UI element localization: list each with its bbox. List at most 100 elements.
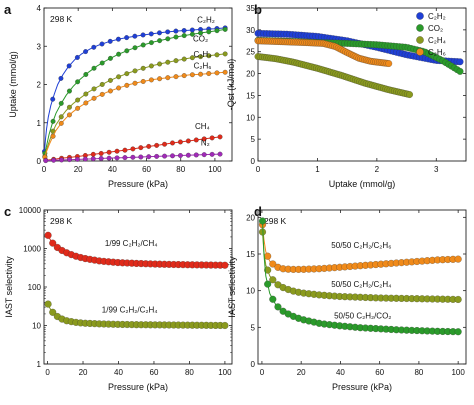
series: 1/99 C₂H₂/CH₄ <box>44 231 229 269</box>
y-tick-label: 2 <box>37 81 42 90</box>
data-point <box>75 79 81 85</box>
data-point <box>99 60 105 66</box>
legend-marker <box>416 24 424 32</box>
data-point <box>385 60 393 67</box>
data-point <box>99 81 105 87</box>
data-point <box>274 303 282 311</box>
data-point <box>165 59 171 65</box>
data-point <box>49 239 57 247</box>
data-point <box>189 31 195 37</box>
temperature-annotation: 298 K <box>264 216 287 226</box>
data-point <box>206 29 212 35</box>
data-point <box>269 260 277 268</box>
data-point <box>50 133 56 139</box>
data-point <box>157 76 163 82</box>
data-point <box>114 155 120 161</box>
data-point <box>116 85 122 91</box>
legend-marker <box>416 48 424 56</box>
y-tick-label: 10 <box>246 113 255 122</box>
panel-a: a 0 20 40 60 80 100 0 1 2 3 4 Pressure (kPa) Uptake (… <box>4 2 233 189</box>
data-point <box>154 142 160 148</box>
series: 50/50 C₂H₂/C₂H₄ <box>258 228 462 303</box>
data-point <box>91 86 97 92</box>
data-point <box>165 36 171 42</box>
x-tick-label: 60 <box>142 165 151 174</box>
data-point <box>49 308 57 316</box>
data-point <box>107 77 113 83</box>
data-point <box>181 56 187 62</box>
x-tick-label: 80 <box>176 165 185 174</box>
data-point <box>59 157 65 163</box>
data-point <box>138 145 144 151</box>
data-point <box>148 63 154 69</box>
data-point <box>173 58 179 64</box>
x-tick-label: 60 <box>375 368 384 377</box>
x-tick-label: 0 <box>260 368 265 377</box>
data-point <box>454 255 462 263</box>
y-tick-label: 0 <box>37 157 42 166</box>
data-point <box>157 30 162 36</box>
data-point <box>98 151 104 156</box>
data-point <box>132 33 138 39</box>
series: N₂ <box>43 139 223 164</box>
data-point <box>148 31 154 37</box>
data-point <box>124 82 130 88</box>
data-point <box>83 100 89 106</box>
panel-letter: a <box>4 2 12 17</box>
data-point <box>173 28 179 34</box>
data-point <box>148 40 154 46</box>
legend-label: C₂H₂ <box>428 12 446 21</box>
data-point <box>181 28 187 33</box>
data-point <box>132 45 138 51</box>
data-point <box>198 30 204 36</box>
data-point <box>124 48 130 54</box>
data-point <box>181 33 187 39</box>
y-tick-label: 25 <box>246 48 255 57</box>
legend-label: C₂H₆ <box>428 48 446 57</box>
data-point <box>170 140 175 146</box>
data-point <box>181 73 187 79</box>
x-axis-label: Pressure (kPa) <box>108 179 168 189</box>
x-tick-label: 80 <box>185 368 194 377</box>
y-tick-label: 0 <box>251 360 256 369</box>
series: 50/50 C₂H₂/CO₂ <box>258 217 462 336</box>
y-tick-label: 20 <box>246 213 255 222</box>
y-tick-label: 20 <box>246 70 255 79</box>
data-point <box>140 65 146 71</box>
panel-c: c 0 20 40 60 80 100 1 10 100 1000 10000 Pressure (kP… <box>4 204 233 392</box>
data-point <box>67 157 72 163</box>
data-point <box>130 146 136 152</box>
x-tick-label: 1 <box>315 165 320 174</box>
data-point <box>91 65 97 71</box>
data-point <box>106 155 112 161</box>
series: CH₄ <box>43 122 223 163</box>
data-point <box>51 157 57 163</box>
data-point <box>140 32 146 38</box>
x-axis-label: Pressure (kPa) <box>108 382 168 392</box>
data-point <box>116 74 122 80</box>
data-point <box>115 36 121 42</box>
y-tick-label: 4 <box>37 4 42 13</box>
data-point <box>83 49 89 55</box>
series-label: N₂ <box>201 139 210 148</box>
data-point <box>209 135 215 141</box>
series-label: 50/50 C₂H₂/CO₂ <box>334 312 391 321</box>
x-tick-label: 40 <box>336 368 345 377</box>
data-point <box>258 217 267 225</box>
data-point <box>99 41 105 47</box>
series-label: 50/50 C₂H₂/C₂H₆ <box>331 241 391 250</box>
data-point <box>130 154 136 160</box>
data-point <box>206 53 212 59</box>
x-tick-label: 20 <box>74 165 83 174</box>
x-tick-label: 80 <box>414 368 423 377</box>
y-axis-label: IAST selectivity <box>4 256 14 318</box>
x-tick-label: 0 <box>42 165 47 174</box>
data-point <box>44 231 52 239</box>
x-tick-label: 20 <box>297 368 306 377</box>
x-tick-label: 100 <box>218 368 232 377</box>
data-point <box>116 51 122 57</box>
x-tick-label: 60 <box>150 368 159 377</box>
data-point <box>185 152 191 158</box>
data-point <box>217 134 223 140</box>
